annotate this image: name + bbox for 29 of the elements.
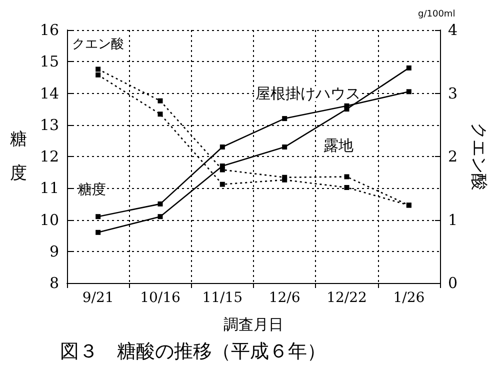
x-tick-label: 9/21 — [82, 290, 114, 306]
y2-tick-label: 2 — [448, 148, 458, 166]
y-tick-label: 12 — [40, 148, 59, 166]
y2-tick-label: 3 — [448, 84, 458, 102]
series-label: 屋根掛けハウス — [256, 84, 361, 103]
y-tick-label: 10 — [40, 210, 59, 229]
y-tick-label: 13 — [40, 116, 59, 134]
annotation: クエン酸 — [72, 37, 124, 52]
x-tick-label: 11/15 — [202, 290, 243, 306]
text: 図３ 糖酸の推移（平成６年） — [60, 340, 326, 362]
y-tick-label: 9 — [49, 242, 59, 260]
series-label: 露地 — [324, 136, 354, 155]
y2-tick-label: 0 — [448, 274, 458, 292]
y2-tick-label: 4 — [448, 21, 458, 39]
y-tick-label: 8 — [49, 274, 59, 292]
y-tick-label: 14 — [40, 84, 59, 102]
x-tick-label: 12/6 — [268, 290, 300, 306]
y-axis-title: 糖度 — [78, 182, 106, 198]
x-tick-label: 10/16 — [140, 290, 181, 306]
y2-axis-title: クエン酸 — [468, 122, 488, 190]
y-tick-label: 16 — [40, 21, 59, 39]
y-tick-label: 11 — [40, 179, 59, 198]
y2-tick-label: 1 — [448, 210, 458, 229]
text: 糖度 — [10, 130, 27, 184]
text: g/100ml — [418, 10, 456, 20]
x-tick-label: 1/26 — [393, 290, 425, 306]
x-tick-label: 12/22 — [326, 290, 367, 306]
y-tick-label: 15 — [40, 52, 59, 71]
x-axis-title: 調査月日 — [224, 316, 284, 334]
